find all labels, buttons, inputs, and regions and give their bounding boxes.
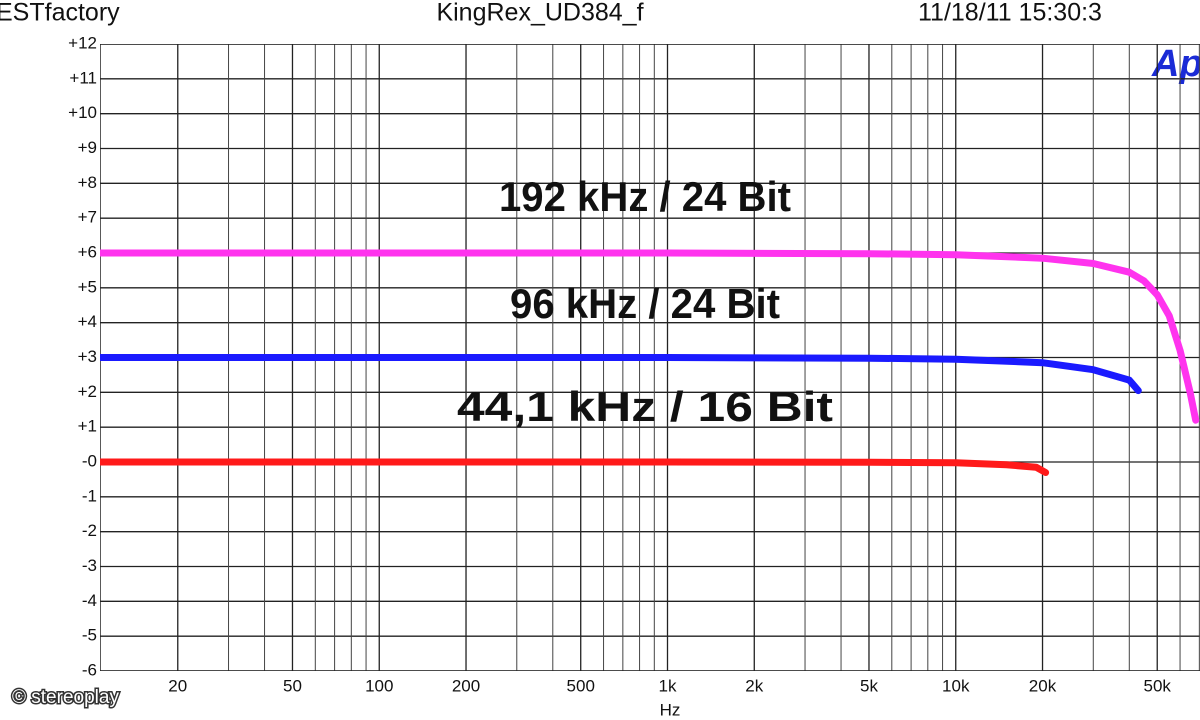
y-tick-label: -2 [82, 521, 97, 540]
y-tick-label: -3 [82, 556, 97, 575]
series-line [100, 458, 1050, 476]
y-tick-label: -1 [82, 486, 97, 505]
x-tick-label: 20 [168, 676, 187, 695]
y-tick-label: +12 [68, 33, 97, 52]
x-tick-label: 20k [1029, 676, 1057, 695]
x-tick-label: 1k [659, 676, 677, 695]
y-tick-label: +5 [78, 277, 97, 296]
header-right: 11/18/11 15:30:3 [918, 0, 1102, 27]
x-tick-label: 200 [452, 676, 480, 695]
y-tick-label: -0 [82, 451, 97, 470]
y-tick-label: +11 [69, 68, 97, 87]
x-tick-label: 100 [365, 676, 393, 695]
y-tick-label: +6 [78, 242, 97, 261]
y-tick-label: +2 [78, 382, 97, 401]
x-axis-label: Hz [660, 700, 681, 719]
y-tick-label: -6 [82, 660, 97, 679]
x-tick-label: 5k [860, 676, 878, 695]
header-left: ESTfactory [0, 0, 120, 27]
logo: Ap [1151, 43, 1200, 85]
y-tick-label: +4 [78, 312, 97, 331]
series-line [100, 354, 1142, 395]
x-tick-label: 50 [283, 676, 302, 695]
y-tick-label: +1 [78, 417, 97, 436]
series-label: 96 kHz / 24 Bit [510, 280, 780, 327]
y-tick-label: +10 [68, 103, 97, 122]
x-tick-label: 10k [942, 676, 970, 695]
x-tick-label: 50k [1144, 676, 1172, 695]
series-line [100, 249, 1200, 424]
x-tick-label: 2k [745, 676, 763, 695]
x-tick-label: 500 [567, 676, 595, 695]
header-center: KingRex_UD384_f [436, 0, 643, 27]
y-tick-label: +7 [78, 208, 97, 227]
y-tick-label: -4 [82, 591, 97, 610]
y-tick-label: +8 [78, 173, 97, 192]
series-label: 192 kHz / 24 Bit [499, 173, 791, 220]
series-label: 44,1 kHz / 16 Bit [457, 383, 833, 430]
y-tick-label: +3 [78, 347, 97, 366]
y-tick-label: +9 [78, 138, 97, 157]
credit: © stereoplay [12, 687, 119, 708]
y-tick-label: -5 [82, 626, 97, 645]
